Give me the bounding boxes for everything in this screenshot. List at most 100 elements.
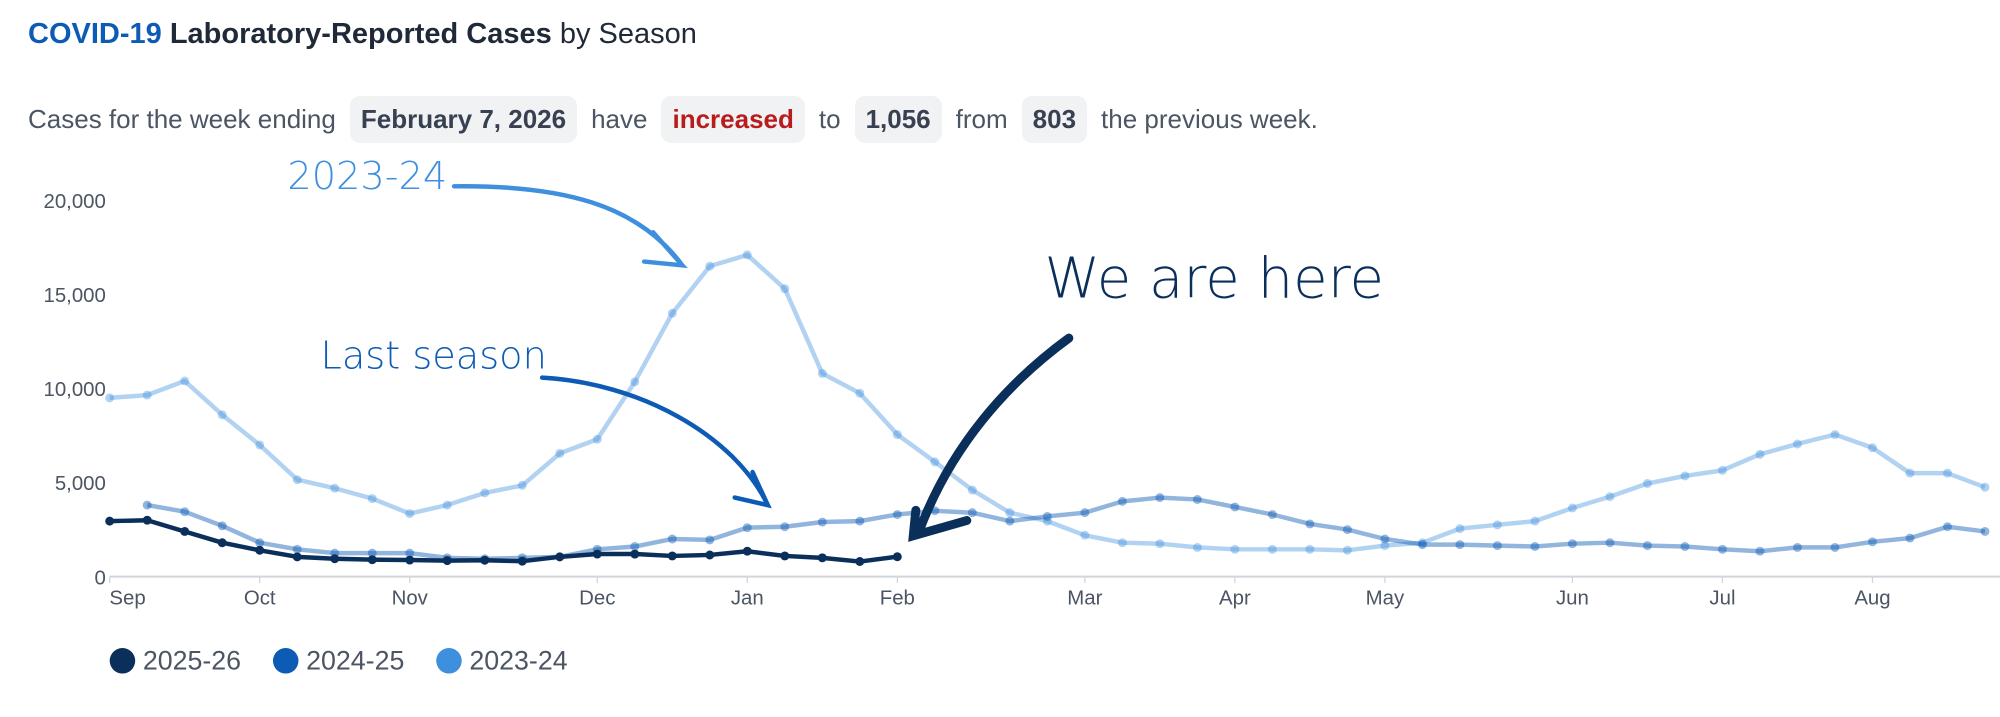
title: COVID-19 Laboratory-Reported Cases by Se… — [28, 18, 697, 51]
data-point — [255, 545, 265, 555]
data-point — [817, 517, 827, 527]
x-tick-label: Jul — [1709, 588, 1735, 610]
data-point — [517, 556, 527, 566]
x-tick-label: May — [1366, 588, 1405, 610]
data-point — [667, 551, 677, 561]
data-point — [142, 390, 152, 400]
data-point — [105, 516, 115, 526]
data-point — [1080, 530, 1090, 540]
data-point — [1492, 541, 1502, 551]
data-point — [1492, 520, 1502, 530]
summary-text: have — [591, 104, 648, 134]
series-line — [109, 518, 898, 564]
summary-text: the previous week. — [1101, 104, 1318, 134]
y-tick-label: 0 — [95, 567, 106, 589]
data-point — [930, 457, 940, 467]
data-point — [1605, 492, 1615, 502]
data-point — [217, 410, 227, 420]
data-point — [742, 250, 752, 260]
summary: Cases for the week ending February 7, 20… — [28, 96, 1318, 143]
data-point — [667, 308, 677, 318]
x-tick-label: Apr — [1219, 588, 1251, 610]
data-point — [780, 551, 790, 561]
data-point — [630, 542, 640, 551]
annotation: We are here — [1045, 246, 1385, 311]
x-tick-label: Aug — [1854, 588, 1890, 610]
data-point — [1380, 541, 1390, 551]
summary-trend: increased — [661, 96, 805, 143]
data-point — [742, 523, 752, 533]
data-point — [1342, 525, 1352, 535]
data-point — [1417, 538, 1427, 548]
data-point — [217, 538, 227, 548]
arrow — [539, 375, 772, 509]
x-tick-label: Sep — [109, 588, 145, 610]
data-point — [892, 552, 902, 562]
data-point — [817, 553, 827, 563]
legend-label: 2025-26 — [143, 646, 241, 676]
legend: 2025-26 2024-25 2023-24 — [109, 646, 568, 676]
series-line — [109, 252, 1986, 553]
data-point — [855, 388, 865, 398]
legend-swatch — [272, 648, 299, 674]
title-rest: by Season — [559, 18, 697, 50]
data-point — [1267, 544, 1277, 554]
series-line — [146, 495, 1986, 561]
data-point — [1680, 542, 1690, 551]
data-point — [405, 548, 415, 558]
data-point — [180, 526, 190, 536]
data-point — [1830, 542, 1840, 552]
data-point — [1530, 516, 1540, 526]
data-point — [1793, 542, 1802, 552]
data-point — [1680, 471, 1690, 481]
legend-swatch — [436, 648, 462, 674]
data-point — [967, 485, 977, 495]
data-point — [1417, 540, 1427, 550]
data-point — [855, 557, 865, 566]
data-point — [1943, 468, 1952, 478]
data-point — [292, 544, 302, 554]
x-tick-label: Jan — [731, 588, 764, 610]
data-point — [217, 521, 227, 531]
y-tick-label: 10,000 — [43, 379, 105, 401]
x-tick-label: Oct — [244, 588, 276, 610]
data-point — [1868, 537, 1877, 547]
data-point — [1005, 516, 1015, 526]
annotation: Last season — [321, 334, 547, 379]
arrow — [451, 184, 688, 269]
data-point — [292, 552, 302, 562]
data-point — [780, 284, 790, 294]
data-point — [892, 430, 902, 440]
data-point — [1755, 449, 1765, 459]
data-point — [330, 554, 340, 564]
x-tick-label: Nov — [392, 588, 429, 610]
series-layer — [105, 250, 1990, 566]
data-point — [1642, 541, 1652, 551]
data-point — [1342, 545, 1352, 555]
data-point — [180, 507, 190, 517]
data-point — [1905, 468, 1915, 478]
summary-previous: 803 — [1021, 96, 1088, 143]
data-point — [142, 500, 152, 510]
data-point — [1305, 544, 1315, 554]
data-point — [517, 480, 527, 490]
data-point — [705, 535, 715, 545]
summary-date: February 7, 2026 — [349, 96, 578, 143]
legend-swatch — [109, 648, 136, 674]
annotation: 2023-24 — [287, 154, 447, 199]
data-point — [255, 440, 265, 450]
data-point — [1717, 465, 1727, 475]
y-tick-label: 5,000 — [55, 473, 106, 495]
summary-text: Cases for the week ending — [28, 104, 336, 134]
data-point — [1305, 519, 1315, 529]
data-point — [1042, 516, 1052, 526]
data-point — [405, 509, 415, 519]
data-point — [1192, 495, 1202, 504]
y-tick-label: 15,000 — [43, 285, 105, 307]
data-point — [1155, 493, 1165, 503]
data-point — [630, 549, 640, 559]
data-point — [1717, 544, 1727, 554]
data-point — [1830, 430, 1840, 440]
data-point — [292, 475, 302, 485]
title-accent: COVID-19 — [28, 18, 162, 50]
